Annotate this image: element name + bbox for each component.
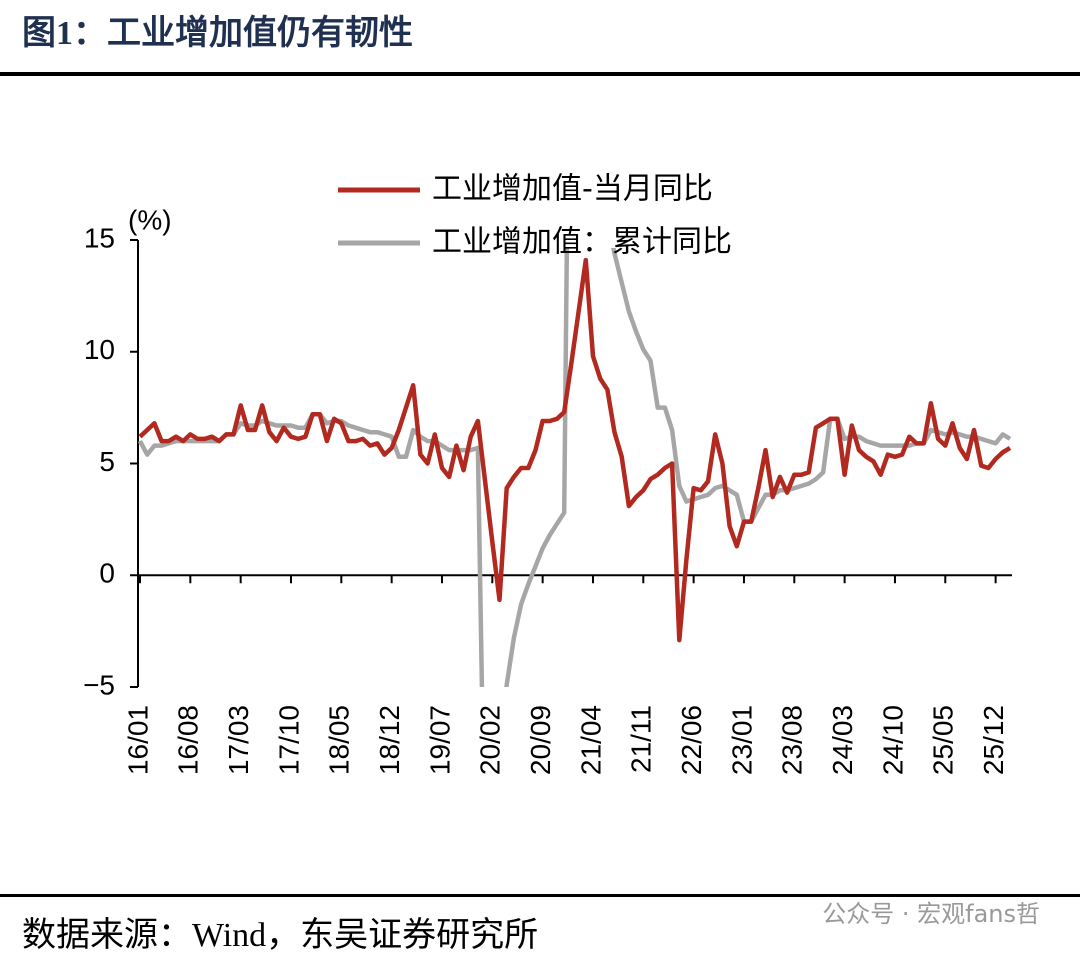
- x-tick-label: 21/11: [626, 705, 657, 773]
- source: 数据来源：Wind，东吴证券研究所: [22, 916, 538, 954]
- y-tick-label: 10: [84, 334, 115, 365]
- title-rule: [0, 72, 1080, 76]
- x-tick-label: 18/12: [374, 705, 405, 775]
- x-tick-label: 16/08: [173, 705, 204, 775]
- x-tick-label: 20/09: [525, 705, 556, 775]
- x-tick-label: 24/03: [827, 705, 858, 775]
- plot-area: [138, 248, 1012, 687]
- x-tick-label: 23/08: [777, 705, 808, 775]
- watermark: 公众号 · 宏观fans哲: [822, 900, 1040, 928]
- footer-rule: [0, 894, 1080, 897]
- x-tick-label: 19/07: [424, 705, 455, 775]
- x-tick-label: 24/10: [877, 705, 908, 775]
- x-tick-label: 17/10: [273, 705, 304, 775]
- y-tick-label: 5: [99, 446, 115, 477]
- x-tick-label: 17/03: [223, 705, 254, 775]
- legend-label: 工业增加值：累计同比: [432, 225, 732, 260]
- x-tick-label: 23/01: [726, 705, 757, 775]
- y-unit: (%): [128, 204, 172, 235]
- legend-label: 工业增加值-当月同比: [432, 172, 713, 207]
- chart-title: 图1：工业增加值仍有韧性: [22, 14, 413, 52]
- series-line: [138, 257, 1012, 643]
- y-tick-label: 0: [99, 558, 115, 589]
- x-tick-label: 21/04: [575, 705, 606, 775]
- x-tick-label: 20/02: [475, 705, 506, 775]
- x-tick-label: 25/05: [928, 705, 959, 775]
- x-tick-label: 22/06: [676, 705, 707, 775]
- y-tick-label: −5: [83, 669, 115, 700]
- x-tick-label: 18/05: [324, 705, 355, 775]
- x-tick-label: 25/12: [978, 705, 1009, 775]
- x-tick-label: 16/01: [122, 705, 153, 775]
- series-line: [138, 248, 1012, 687]
- y-tick-label: 15: [84, 222, 115, 253]
